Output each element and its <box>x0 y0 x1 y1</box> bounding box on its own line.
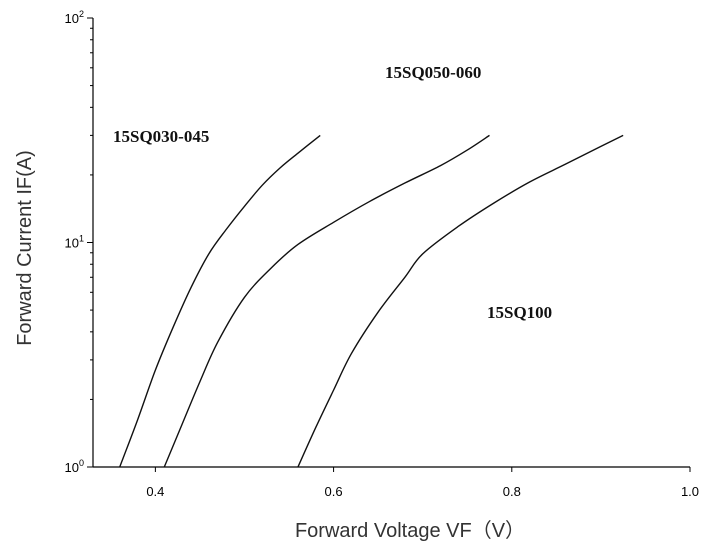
axes <box>92 18 690 468</box>
series-label-1: 15SQ050-060 <box>385 63 481 82</box>
series-line-0 <box>119 134 321 468</box>
y-tick-label: 101 <box>65 234 84 251</box>
series-line-1 <box>163 134 490 468</box>
y-tick-label: 102 <box>65 9 84 26</box>
x-tick-label: 1.0 <box>681 484 699 499</box>
series-label-2: 15SQ100 <box>487 303 552 322</box>
y-axis-title: Forward Current IF(A) <box>14 150 36 346</box>
x-tick-label: 0.8 <box>503 484 521 499</box>
x-tick-label: 0.4 <box>146 484 164 499</box>
series-labels: 15SQ030-045 15SQ050-060 15SQ100 <box>113 63 552 322</box>
ticks: 0.4 0.6 0.8 1.0 100 101 102 <box>65 9 700 499</box>
series <box>119 134 624 468</box>
series-label-0: 15SQ030-045 <box>113 127 209 146</box>
x-tick-label: 0.6 <box>325 484 343 499</box>
x-axis-title: Forward Voltage VF（V） <box>295 519 525 542</box>
series-line-2 <box>297 134 624 468</box>
y-tick-label: 100 <box>65 458 84 475</box>
